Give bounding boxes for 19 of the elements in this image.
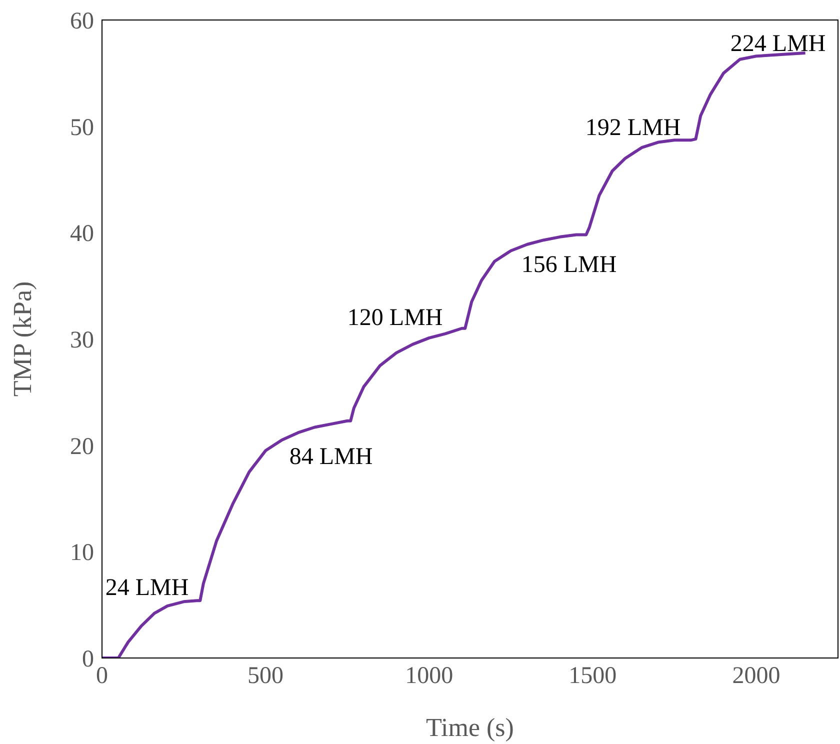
y-axis-title: TMP (kPa) [8, 281, 38, 397]
x-axis-title: Time (s) [426, 713, 514, 742]
annotation: 224 LMH [730, 31, 826, 57]
y-tick-label: 10 [70, 540, 94, 566]
x-tick-label: 2000 [732, 663, 780, 690]
x-tick-label: 1000 [405, 663, 454, 690]
y-tick-label: 60 [70, 8, 94, 35]
annotation: 156 LMH [521, 252, 617, 278]
y-tick-label: 40 [70, 221, 94, 248]
x-tick-label: 1500 [568, 663, 617, 690]
y-tick-label: 20 [70, 434, 94, 460]
y-tick-label: 50 [70, 114, 94, 141]
annotation: 120 LMH [347, 305, 443, 331]
annotation: 84 LMH [289, 444, 373, 470]
annotation: 192 LMH [585, 115, 681, 141]
y-tick-label: 30 [70, 328, 94, 354]
y-tick-label: 0 [82, 646, 94, 673]
x-tick-label: 500 [248, 663, 284, 690]
annotation: 24 LMH [105, 575, 189, 601]
